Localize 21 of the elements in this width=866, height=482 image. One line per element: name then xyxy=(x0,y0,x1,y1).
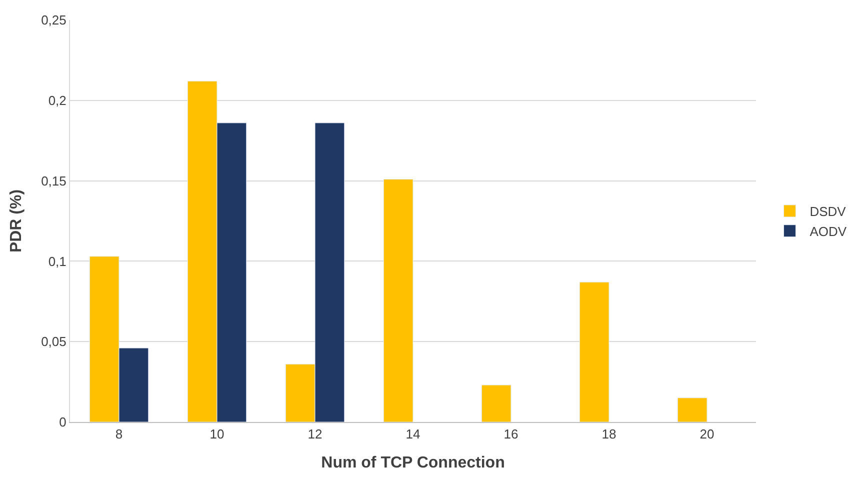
y-tick-label: 0,15 xyxy=(41,173,66,188)
y-tick-label: 0,05 xyxy=(41,334,66,350)
bar xyxy=(481,384,512,422)
x-tick-label: 14 xyxy=(406,426,420,442)
x-tick-label: 12 xyxy=(308,426,322,442)
y-tick-label: 0,2 xyxy=(48,92,66,108)
x-tick-label: 16 xyxy=(504,426,518,442)
legend-label: AODV xyxy=(810,224,847,239)
bar xyxy=(383,178,414,422)
x-axis-title: Num of TCP Connection xyxy=(321,454,505,472)
x-tick-label: 18 xyxy=(602,426,616,442)
bar xyxy=(677,398,708,422)
x-tick-label: 8 xyxy=(115,426,123,442)
y-tick-label: 0,1 xyxy=(48,254,66,269)
legend-label: DSDV xyxy=(810,204,846,220)
y-tick-label: 0,25 xyxy=(41,12,66,28)
y-tick-label: 0 xyxy=(59,414,66,430)
x-tick-label: 20 xyxy=(700,426,714,442)
y-axis-title: PDR (%) xyxy=(8,189,25,253)
x-tick-label: 10 xyxy=(210,426,224,442)
bar xyxy=(579,282,610,422)
